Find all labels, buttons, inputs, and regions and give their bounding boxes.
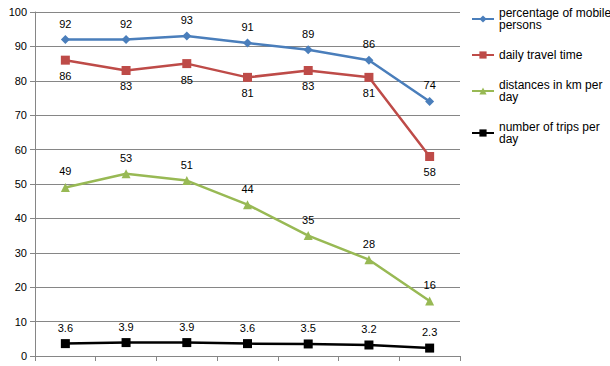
svg-text:28: 28: [363, 238, 375, 250]
svg-text:3.5: 3.5: [301, 322, 316, 334]
svg-text:83: 83: [302, 80, 314, 92]
svg-text:86: 86: [363, 38, 375, 50]
svg-text:30: 30: [15, 247, 27, 259]
svg-text:0: 0: [21, 350, 27, 362]
svg-text:91: 91: [241, 21, 253, 33]
svg-text:83: 83: [120, 80, 132, 92]
svg-text:number of trips per: number of trips per: [499, 120, 603, 134]
svg-text:49: 49: [59, 165, 71, 177]
svg-text:3.6: 3.6: [240, 322, 255, 334]
svg-text:53: 53: [120, 152, 132, 164]
svg-text:50: 50: [15, 178, 27, 190]
svg-text:44: 44: [241, 183, 253, 195]
svg-text:81: 81: [363, 87, 375, 99]
svg-text:92: 92: [59, 18, 71, 30]
svg-text:2.3: 2.3: [422, 326, 437, 338]
svg-text:51: 51: [181, 159, 193, 171]
svg-text:persons: persons: [499, 18, 542, 32]
svg-text:35: 35: [302, 214, 314, 226]
svg-text:distances in km per: distances in km per: [499, 78, 606, 92]
svg-text:86: 86: [59, 70, 71, 82]
svg-text:20: 20: [15, 281, 27, 293]
svg-text:70: 70: [15, 109, 27, 121]
svg-text:3.9: 3.9: [179, 321, 194, 333]
svg-text:89: 89: [302, 28, 314, 40]
svg-text:3.9: 3.9: [118, 321, 133, 333]
svg-text:40: 40: [15, 212, 27, 224]
svg-text:85: 85: [181, 74, 193, 86]
svg-text:60: 60: [15, 144, 27, 156]
svg-text:80: 80: [15, 75, 27, 87]
svg-text:92: 92: [120, 18, 132, 30]
svg-text:3.6: 3.6: [58, 322, 73, 334]
svg-text:daily travel time: daily travel time: [499, 48, 583, 62]
svg-text:93: 93: [181, 14, 193, 26]
svg-text:74: 74: [424, 79, 436, 91]
svg-text:day: day: [499, 132, 518, 146]
svg-text:58: 58: [424, 166, 436, 178]
svg-text:10: 10: [15, 316, 27, 328]
svg-text:3.2: 3.2: [361, 323, 376, 335]
svg-text:90: 90: [15, 40, 27, 52]
svg-text:81: 81: [241, 87, 253, 99]
svg-text:day: day: [499, 90, 518, 104]
svg-text:16: 16: [424, 279, 436, 291]
svg-text:100: 100: [9, 6, 27, 18]
